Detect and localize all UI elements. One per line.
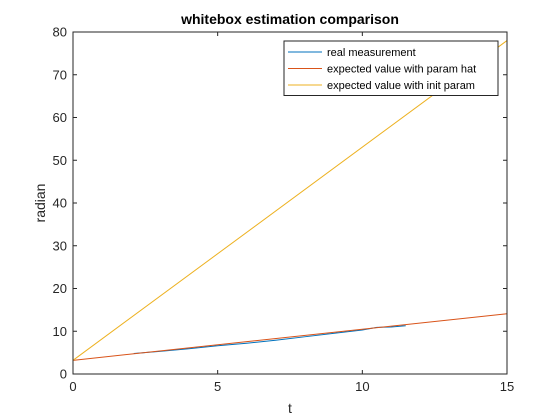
axes-layer: 0 5 10 15 0 10 20 30 40 50 60 70 80	[53, 25, 515, 395]
legend: real measurement expected value with para…	[283, 40, 499, 96]
y-tick-label: 50	[53, 153, 67, 168]
y-tick-label: 30	[53, 238, 67, 253]
legend-label: expected value with param hat	[327, 64, 476, 76]
x-tick-label: 0	[69, 379, 76, 394]
y-tick-label: 80	[53, 25, 67, 40]
y-tick-label: 60	[53, 110, 67, 125]
chart-title: whitebox estimation comparison	[180, 11, 399, 27]
series-line-2	[72, 313, 508, 361]
y-tick-label: 0	[60, 367, 67, 382]
y-tick-label: 20	[53, 281, 67, 296]
x-axis-label: t	[288, 400, 292, 416]
x-tick-label: 15	[500, 379, 514, 394]
y-axis-label: radian	[32, 184, 48, 223]
y-tick-label: 70	[53, 67, 67, 82]
x-tick-label: 5	[214, 379, 221, 394]
legend-label: expected value with init param	[327, 80, 475, 92]
x-tick-label: 10	[355, 379, 369, 394]
y-tick-label: 40	[53, 196, 67, 211]
y-tick-label: 10	[53, 324, 67, 339]
legend-label: real measurement	[327, 47, 416, 59]
